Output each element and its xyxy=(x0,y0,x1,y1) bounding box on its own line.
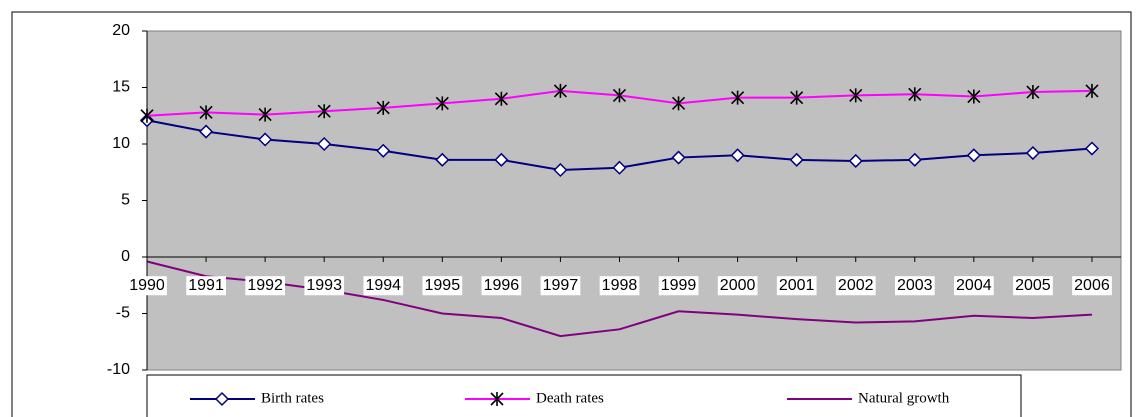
x-tick-label: 1999 xyxy=(661,277,697,294)
marker-diamond xyxy=(258,132,273,147)
x-tick-label-bg xyxy=(835,276,876,296)
marker-star xyxy=(731,90,745,105)
marker-star xyxy=(435,96,449,111)
x-tick-label: 2001 xyxy=(779,277,815,294)
marker-diamond xyxy=(494,152,509,167)
y-tick-label: 20 xyxy=(112,22,130,39)
x-tick-label: 1997 xyxy=(543,277,579,294)
y-tick-label: -5 xyxy=(116,305,130,322)
marker-star xyxy=(553,83,567,98)
marker-star xyxy=(1085,83,1099,98)
x-tick-label-bg xyxy=(776,276,817,296)
x-tick-label-bg xyxy=(363,276,404,296)
y-tick-label: 5 xyxy=(121,192,130,209)
marker-diamond xyxy=(966,148,981,163)
marker-star xyxy=(967,89,981,104)
marker-diamond xyxy=(789,152,804,167)
x-tick-label: 1998 xyxy=(602,277,638,294)
x-tick-label-bg xyxy=(540,276,581,296)
x-tick-label: 1993 xyxy=(306,277,342,294)
x-tick-label: 1991 xyxy=(188,277,224,294)
legend-item: Natural growth xyxy=(787,390,950,406)
marker-diamond xyxy=(435,152,450,167)
x-tick-label: 1996 xyxy=(484,277,520,294)
x-tick-label-bg xyxy=(599,276,640,296)
x-tick-label-bg xyxy=(186,276,226,296)
marker-star xyxy=(849,88,863,103)
x-tick-label-bg xyxy=(1072,276,1112,296)
y-tick-label: 15 xyxy=(112,79,130,96)
legend-label: Death rates xyxy=(536,390,604,406)
marker-diamond xyxy=(214,391,230,407)
legend-label: Natural growth xyxy=(858,390,950,406)
marker-star xyxy=(790,90,804,105)
x-tick-label: 1990 xyxy=(129,277,165,294)
x-tick-label-bg xyxy=(304,276,345,296)
x-tick-label-bg xyxy=(717,276,758,296)
marker-diamond xyxy=(553,162,568,178)
marker-diamond xyxy=(671,150,686,165)
marker-diamond xyxy=(1084,141,1100,156)
x-tick-label: 2006 xyxy=(1074,277,1110,294)
legend-label: Birth rates xyxy=(261,390,324,406)
marker-diamond xyxy=(730,148,745,163)
marker-star xyxy=(494,91,508,106)
y-tick-label: -10 xyxy=(107,361,130,378)
marker-star xyxy=(199,105,213,120)
y-tick-label: 0 xyxy=(121,248,130,265)
legend-box xyxy=(146,374,1022,417)
x-tick-label-bg xyxy=(954,276,994,296)
x-tick-label-bg xyxy=(127,276,167,296)
x-tick-label-bg xyxy=(422,276,463,296)
marker-star xyxy=(1026,85,1040,100)
marker-diamond xyxy=(376,143,391,158)
plot-area xyxy=(146,30,1122,371)
x-tick-label: 1992 xyxy=(247,277,283,294)
series xyxy=(140,83,1099,123)
y-tick-label: 10 xyxy=(112,135,130,152)
x-tick-label: 2003 xyxy=(897,277,933,294)
x-tick-label-bg xyxy=(1013,276,1053,296)
marker-diamond xyxy=(317,136,332,152)
marker-star xyxy=(376,100,390,115)
marker-diamond xyxy=(907,152,922,167)
legend-item: Birth rates xyxy=(190,390,324,406)
x-tick-label: 2004 xyxy=(956,277,992,294)
marker-diamond xyxy=(1025,145,1040,161)
x-tick-label-bg xyxy=(894,276,935,296)
x-tick-label-bg xyxy=(658,276,699,296)
marker-diamond xyxy=(848,153,863,169)
marker-star xyxy=(908,87,922,102)
marker-star xyxy=(612,88,627,103)
x-tick-label: 2005 xyxy=(1015,277,1051,294)
marker-diamond xyxy=(612,160,627,175)
x-tick-label-bg xyxy=(245,276,286,296)
x-tick-label: 2002 xyxy=(838,277,874,294)
marker-diamond xyxy=(198,124,214,139)
marker-star xyxy=(140,108,154,123)
x-tick-label-bg xyxy=(481,276,522,296)
marker-star xyxy=(671,96,686,111)
x-tick-label: 1995 xyxy=(425,277,461,294)
marker-star xyxy=(490,392,504,406)
marker-star xyxy=(317,104,331,119)
x-tick-label: 1994 xyxy=(365,277,401,294)
legend-item: Death rates xyxy=(465,390,604,406)
series xyxy=(139,113,1100,178)
marker-star xyxy=(258,107,272,122)
x-tick-label: 2000 xyxy=(720,277,756,294)
